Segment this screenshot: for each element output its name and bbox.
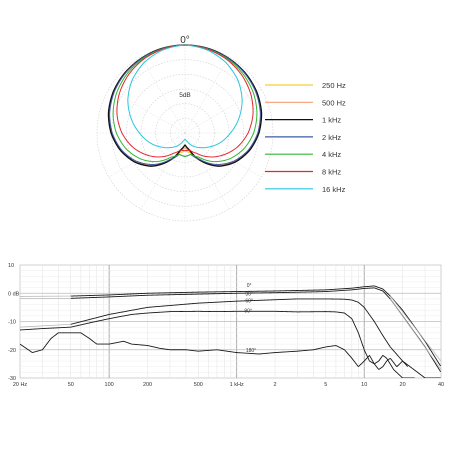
x-tick-label: 500 [194, 382, 203, 388]
x-tick-labels: 20 Hz 50 100 200 500 1 kHz 2 5 10 20 40 [13, 382, 444, 388]
angle-label: 90° [244, 309, 252, 315]
x-tick-label: 40 [438, 382, 444, 388]
freq-series-0 [70, 285, 441, 367]
rolloff-trace [389, 298, 441, 370]
polar-spoke [140, 132, 186, 210]
angle-label: 180° [246, 348, 256, 354]
polar-ring [140, 88, 230, 178]
polar-curves [107, 44, 263, 167]
x-tick-label: 200 [143, 382, 152, 388]
legend-label: 2 kHz [322, 133, 341, 142]
polar-title: 0° [180, 35, 190, 46]
angle-labels: 0° 30°60° 90° 180° [244, 283, 256, 354]
y-tick-label: 0 dB [8, 291, 20, 297]
polar-spoke [184, 88, 262, 134]
polar-pattern-chart: 0° 5dB 250 Hz 500 Hz 1 kHz 2 kHz 4 kHz 8 kHz 1… [96, 35, 346, 222]
polar-spoke [108, 88, 186, 134]
legend-label: 4 kHz [322, 150, 341, 159]
x-tick-label: 1 kHz [230, 382, 244, 388]
angle-label: 30° [245, 292, 253, 298]
x-tick-label: 50 [68, 382, 74, 388]
x-tick-label: 20 [400, 382, 406, 388]
polar-spoke [184, 132, 262, 178]
x-tick-label: 20 Hz [13, 382, 28, 388]
polar-ring [155, 103, 215, 163]
x-tick-label: 100 [105, 382, 114, 388]
legend-label: 1 kHz [322, 116, 341, 125]
legend: 250 Hz 500 Hz 1 kHz 2 kHz 4 kHz 8 kHz 16 kHz [265, 81, 346, 194]
y-tick-label: -30 [8, 376, 16, 382]
y-tick-label: -10 [8, 320, 16, 326]
polar-ring [126, 74, 244, 192]
legend-label: 8 kHz [322, 168, 341, 177]
freq-curves [20, 285, 441, 378]
legend-label: 500 Hz [322, 98, 346, 107]
freq-grid [19, 264, 442, 379]
ring-label: 5dB [179, 92, 191, 99]
y-tick-labels: 10 0 dB -10 -20 -30 [8, 263, 20, 382]
polar-spoke [108, 132, 186, 178]
freq-series-4 [20, 332, 409, 370]
legend-label: 16 kHz [322, 185, 346, 194]
polar-spoke [140, 56, 186, 134]
y-tick-label: 10 [8, 263, 14, 269]
freq-series-2 [70, 298, 441, 378]
y-tick-label: -20 [8, 348, 16, 354]
rolloff-trace [389, 295, 441, 362]
legend-label: 250 Hz [322, 81, 346, 90]
x-tick-label: 2 [274, 382, 277, 388]
polar-spoke [184, 132, 230, 210]
x-tick-label: 10 [361, 382, 367, 388]
polar-spoke [184, 56, 230, 134]
polar-ring [170, 118, 200, 148]
freq-series-3 [20, 310, 415, 378]
polar-series-16-khz [127, 44, 243, 149]
low-freq-extension [20, 323, 71, 328]
x-tick-label: 5 [324, 382, 327, 388]
angle-label: 0° [247, 283, 252, 289]
freq-series-1 [70, 287, 441, 372]
angle-label: 60° [245, 298, 253, 304]
